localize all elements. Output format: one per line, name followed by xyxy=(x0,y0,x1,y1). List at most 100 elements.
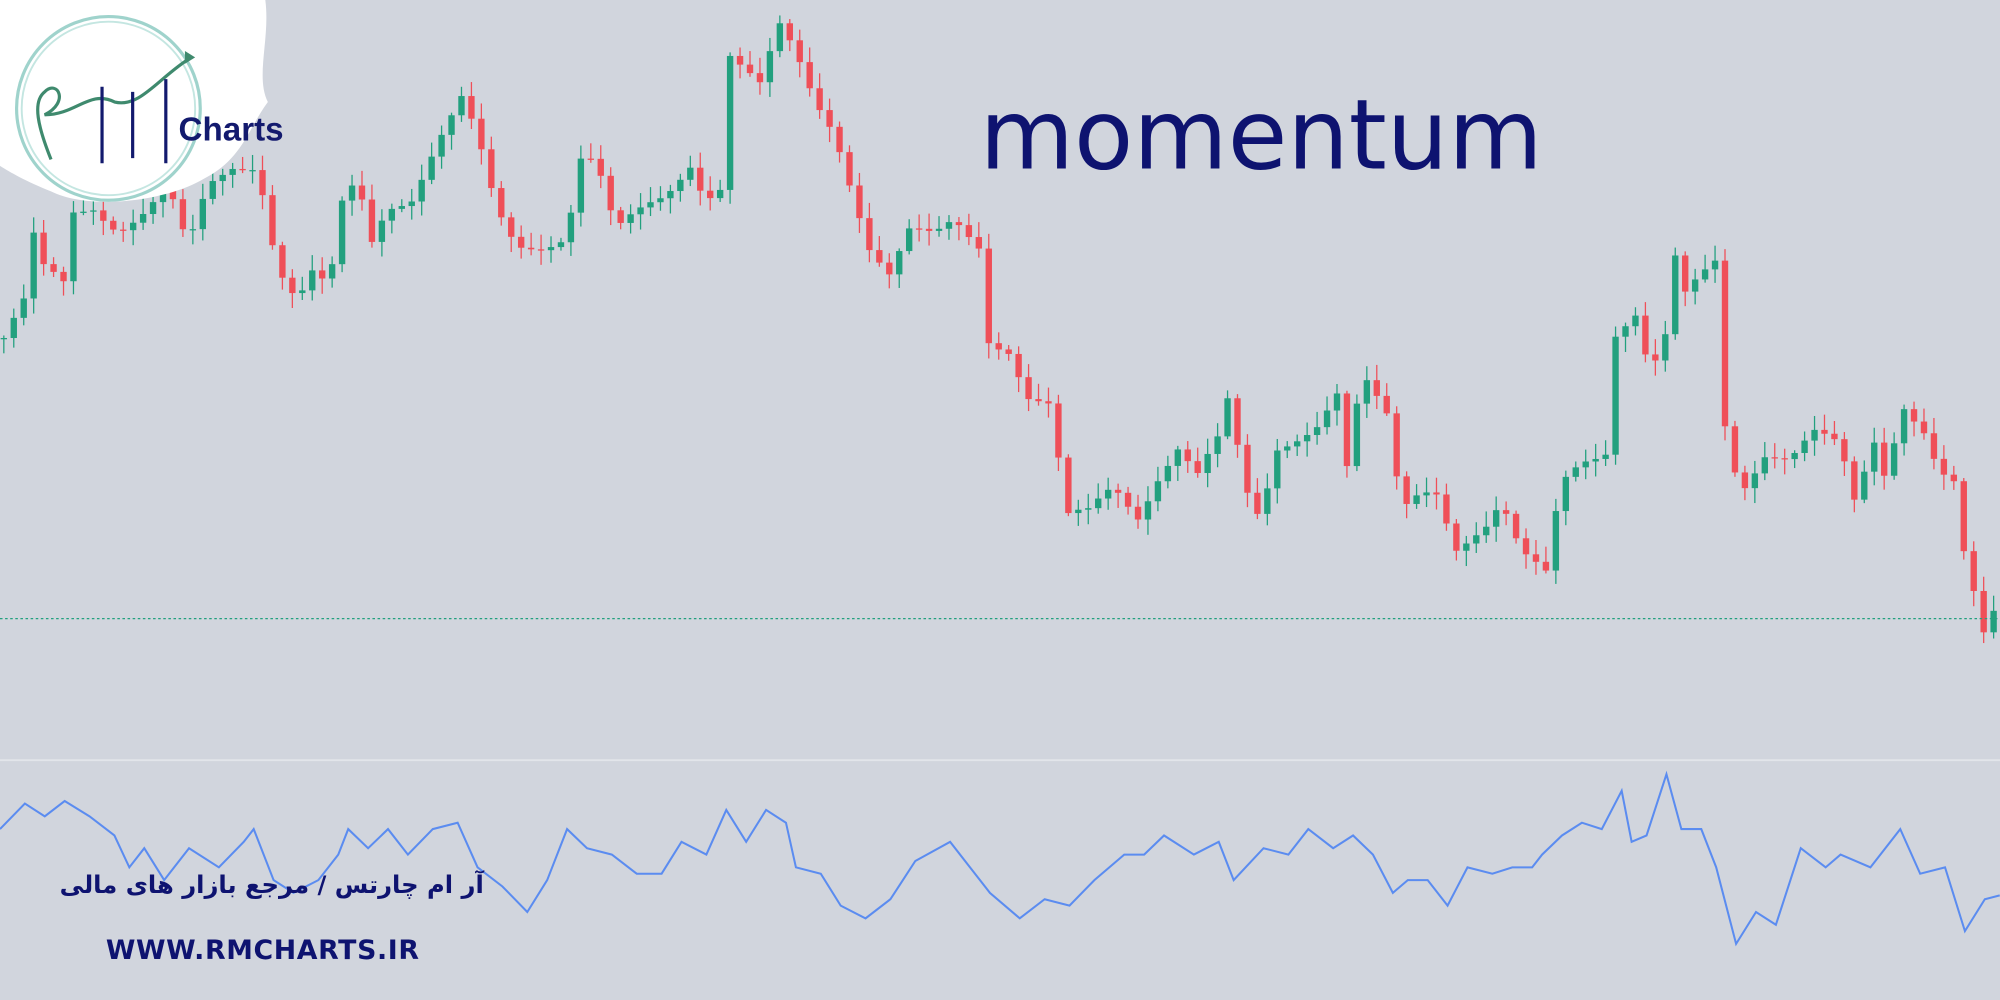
candle-down xyxy=(985,248,992,344)
candle-down xyxy=(1114,489,1122,493)
candle-down xyxy=(836,126,843,153)
candle-down xyxy=(279,245,286,278)
candle-up xyxy=(1990,610,1997,633)
candle-down xyxy=(975,237,983,249)
candle-down xyxy=(319,270,326,279)
candle-up xyxy=(716,189,724,199)
candle-down xyxy=(1841,439,1848,462)
candle-down xyxy=(1940,458,1948,475)
candle-up xyxy=(1622,326,1629,337)
candle-down xyxy=(537,249,545,251)
candle-down xyxy=(120,229,127,231)
candle-down xyxy=(1771,457,1778,459)
candle-down xyxy=(1453,523,1460,551)
logo: Charts xyxy=(0,0,284,202)
candle-up xyxy=(905,228,913,252)
candle-up xyxy=(249,170,256,172)
candle-up xyxy=(1791,453,1798,460)
tagline: آر ام چارتس / مرجع بازار های مالی xyxy=(60,869,485,899)
candle-down xyxy=(597,158,604,176)
candle-down xyxy=(40,232,47,265)
candle-down xyxy=(1025,377,1032,400)
candle-down xyxy=(856,185,863,219)
candle-up xyxy=(1602,454,1609,459)
candle-up xyxy=(90,210,97,212)
candle-down xyxy=(1254,492,1261,514)
candle-up xyxy=(1154,481,1162,502)
candle-down xyxy=(925,228,933,231)
candle-down xyxy=(1950,474,1958,482)
candle-down xyxy=(617,210,624,223)
candle-down xyxy=(1512,513,1520,539)
candle-up xyxy=(935,228,943,231)
candle-down xyxy=(756,73,764,83)
candle-up xyxy=(1264,488,1271,514)
candle-down xyxy=(1831,433,1838,440)
candle-down xyxy=(1980,590,1987,633)
candle-down xyxy=(1910,409,1918,422)
candle-up xyxy=(1751,473,1759,489)
candle-down xyxy=(806,62,813,89)
candle-down xyxy=(1055,403,1062,458)
candle-down xyxy=(1821,429,1828,434)
candle-up xyxy=(448,115,455,135)
candle-up xyxy=(229,168,236,175)
candle-up xyxy=(1811,429,1818,441)
candle-up xyxy=(1294,441,1301,447)
candle-up xyxy=(378,220,386,242)
candle-down xyxy=(736,55,744,65)
candle-down xyxy=(1035,399,1042,402)
candle-up xyxy=(667,191,674,199)
candle-up xyxy=(1612,336,1619,455)
candle-up xyxy=(945,222,953,229)
candle-up xyxy=(1164,465,1172,482)
candle-up xyxy=(1900,409,1908,444)
logo-swoosh xyxy=(36,56,193,161)
logo-candles-icon xyxy=(100,79,168,164)
candle-down xyxy=(169,190,177,200)
candle-up xyxy=(726,55,734,190)
candle-up xyxy=(458,96,465,116)
candle-down xyxy=(1393,413,1400,477)
candle-down xyxy=(697,167,704,191)
candle-up xyxy=(1582,461,1589,468)
candle-down xyxy=(1851,461,1858,500)
candle-up xyxy=(627,214,634,223)
candle-down xyxy=(1642,315,1649,355)
candle-down xyxy=(517,236,525,248)
candle-up xyxy=(70,212,77,282)
candle-down xyxy=(1184,449,1191,462)
candle-down xyxy=(1433,492,1440,495)
candle-up xyxy=(1413,495,1420,504)
candle-down xyxy=(1005,349,1012,354)
candle-up xyxy=(766,51,774,83)
candle-down xyxy=(746,64,754,74)
candle-up xyxy=(20,298,27,318)
candle-down xyxy=(1194,461,1201,474)
candle-down xyxy=(1522,538,1530,555)
candle-down xyxy=(1244,444,1251,493)
candle-up xyxy=(677,179,684,192)
candle-down xyxy=(1015,353,1022,378)
candle-down xyxy=(846,152,853,186)
candle-up xyxy=(776,23,784,52)
candle-down xyxy=(478,118,485,150)
candle-down xyxy=(368,199,376,242)
candle-up xyxy=(428,156,435,180)
candle-down xyxy=(965,225,973,238)
candle-down xyxy=(866,218,873,251)
candle-up xyxy=(1473,535,1480,544)
candle-up xyxy=(547,247,555,251)
candle-up xyxy=(129,222,137,231)
candle-up xyxy=(1861,471,1868,500)
candle-up xyxy=(30,232,37,299)
website-link[interactable]: WWW.RMCHARTS.IR xyxy=(106,935,420,966)
candle-up xyxy=(1801,440,1808,454)
candle-down xyxy=(1403,476,1410,504)
candle-up xyxy=(1144,501,1152,520)
page-title: momentum xyxy=(980,78,1543,191)
candle-up xyxy=(388,208,396,221)
candle-down xyxy=(1502,510,1510,514)
candle-down xyxy=(1542,561,1550,571)
candle-up xyxy=(577,158,585,213)
